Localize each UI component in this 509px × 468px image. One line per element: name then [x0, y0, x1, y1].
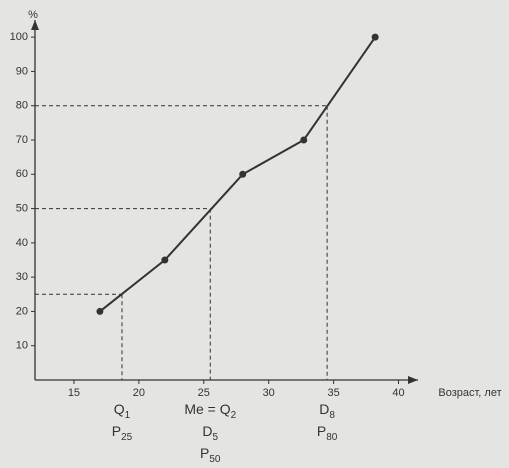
x-axis-arrow [408, 376, 418, 384]
x-tick-label: 25 [198, 387, 210, 399]
x-tick-label: 20 [133, 387, 145, 399]
annotation: D8 [319, 401, 335, 421]
y-tick-label: 20 [16, 305, 28, 317]
annotation-sub: 2 [231, 410, 237, 421]
data-point [96, 307, 104, 315]
y-tick-label: 70 [16, 134, 28, 146]
x-tick-label: 35 [327, 387, 339, 399]
annotation-sub: 50 [209, 454, 221, 465]
annotation-base: D [202, 423, 212, 439]
y-tick-label: 100 [10, 31, 28, 43]
annotation-base: Me = Q [184, 401, 230, 417]
annotation-base: D [319, 401, 329, 417]
annotation: P80 [317, 423, 338, 443]
annotation-base: P [200, 445, 209, 461]
y-tick-label: 80 [16, 100, 28, 112]
annotation-base: Q [114, 401, 125, 417]
y-tick-label: 60 [16, 168, 28, 180]
annotation-sub: 80 [326, 432, 338, 443]
annotation-sub: 1 [125, 410, 131, 421]
data-point [300, 136, 308, 144]
y-tick-label: 90 [16, 65, 28, 77]
data-line [99, 36, 376, 313]
x-axis-label: Возраст, лет [438, 387, 501, 399]
x-tick-label: 15 [68, 387, 80, 399]
annotation: Me = Q2 [184, 401, 236, 421]
annotation-sub: 25 [121, 432, 133, 443]
y-tick-label: 50 [16, 202, 28, 214]
x-tick-label: 40 [392, 387, 404, 399]
annotation: P50 [200, 445, 221, 465]
data-point [239, 170, 247, 178]
x-tick-label: 30 [263, 387, 275, 399]
annotation-base: P [112, 423, 121, 439]
data-point [161, 256, 169, 264]
annotation-base: P [317, 423, 326, 439]
y-tick-label: 10 [16, 340, 28, 352]
y-axis-arrow [31, 20, 39, 30]
annotation: D5 [202, 423, 218, 443]
annotation-sub: 5 [213, 432, 219, 443]
annotation: P25 [112, 423, 133, 443]
y-axis-label: % [28, 9, 38, 21]
annotation: Q1 [114, 401, 131, 421]
y-tick-label: 40 [16, 237, 28, 249]
annotation-sub: 8 [329, 410, 335, 421]
y-tick-label: 30 [16, 271, 28, 283]
data-point [371, 33, 379, 41]
